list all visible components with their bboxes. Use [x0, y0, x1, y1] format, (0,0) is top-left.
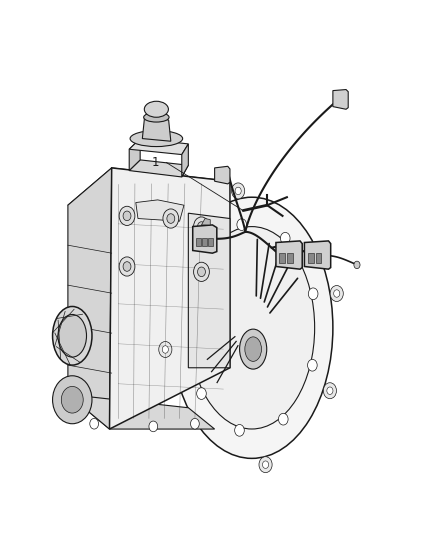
Polygon shape: [129, 139, 188, 155]
Polygon shape: [142, 117, 171, 141]
Polygon shape: [68, 168, 112, 429]
Circle shape: [232, 183, 245, 199]
Polygon shape: [188, 213, 230, 368]
Ellipse shape: [58, 314, 87, 357]
Circle shape: [197, 387, 206, 399]
Circle shape: [262, 461, 268, 469]
Circle shape: [235, 187, 241, 195]
Ellipse shape: [130, 131, 183, 147]
Circle shape: [198, 267, 205, 277]
Circle shape: [162, 346, 168, 353]
Polygon shape: [136, 200, 184, 221]
Circle shape: [307, 359, 317, 371]
Circle shape: [119, 257, 135, 276]
Circle shape: [279, 413, 288, 425]
Polygon shape: [68, 394, 215, 429]
Polygon shape: [333, 90, 348, 109]
Circle shape: [119, 206, 135, 225]
Bar: [202, 238, 207, 246]
Bar: [279, 253, 285, 263]
Circle shape: [194, 262, 209, 281]
Circle shape: [280, 232, 290, 244]
Ellipse shape: [245, 337, 261, 361]
Polygon shape: [129, 139, 140, 171]
Circle shape: [123, 262, 131, 271]
Circle shape: [198, 222, 205, 231]
Bar: [316, 253, 321, 263]
Circle shape: [61, 386, 83, 413]
Polygon shape: [182, 144, 188, 177]
Polygon shape: [193, 225, 217, 253]
Circle shape: [182, 320, 192, 332]
Circle shape: [323, 383, 336, 399]
Bar: [308, 253, 314, 263]
Bar: [196, 238, 201, 246]
Circle shape: [149, 421, 158, 432]
Polygon shape: [276, 241, 302, 269]
Circle shape: [159, 342, 172, 358]
Text: 1: 1: [152, 156, 159, 169]
Circle shape: [194, 217, 209, 236]
Circle shape: [237, 219, 247, 230]
Bar: [208, 238, 213, 246]
Circle shape: [354, 261, 360, 269]
Circle shape: [334, 290, 340, 297]
Ellipse shape: [144, 112, 169, 122]
Circle shape: [163, 209, 179, 228]
Circle shape: [123, 211, 131, 221]
Polygon shape: [201, 219, 210, 225]
Circle shape: [308, 288, 318, 300]
Circle shape: [90, 418, 99, 429]
Ellipse shape: [189, 227, 314, 429]
Circle shape: [330, 286, 343, 302]
Circle shape: [191, 418, 199, 429]
Polygon shape: [215, 166, 230, 184]
Circle shape: [167, 214, 175, 223]
Circle shape: [198, 253, 208, 265]
Polygon shape: [129, 160, 188, 177]
Polygon shape: [68, 168, 230, 213]
Polygon shape: [110, 168, 230, 429]
Ellipse shape: [53, 306, 92, 365]
Circle shape: [53, 376, 92, 424]
Circle shape: [235, 424, 244, 436]
Polygon shape: [304, 241, 331, 269]
Ellipse shape: [144, 101, 168, 117]
Ellipse shape: [171, 197, 333, 458]
Bar: [287, 253, 293, 263]
Circle shape: [259, 457, 272, 473]
Ellipse shape: [240, 329, 267, 369]
Circle shape: [327, 387, 333, 394]
